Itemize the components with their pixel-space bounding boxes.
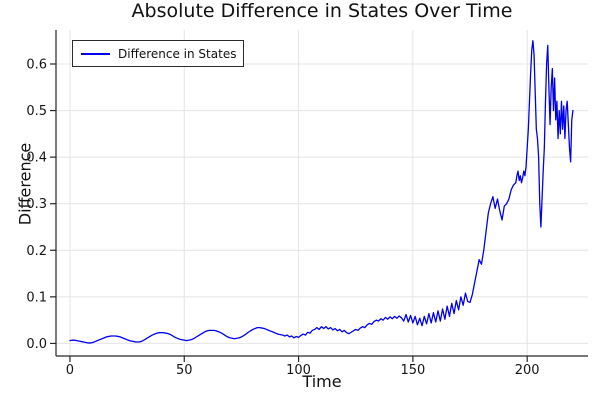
y-tick-label-0.5: 0.5 — [26, 104, 47, 119]
x-tick-label-100: 100 — [286, 363, 311, 378]
x-tick-label-200: 200 — [515, 363, 540, 378]
y-tick-label-0.4: 0.4 — [26, 151, 47, 166]
y-tick-label-0.3: 0.3 — [26, 197, 47, 212]
legend-line-sample — [81, 52, 110, 55]
x-tick-label-0: 0 — [66, 363, 74, 378]
y-tick-label-0.1: 0.1 — [26, 290, 47, 305]
chart-title: Absolute Difference in States Over Time — [131, 0, 513, 22]
y-tick-label-0.0: 0.0 — [26, 337, 47, 352]
y-tick-label-0.6: 0.6 — [26, 57, 47, 72]
legend-entry-label: Difference in States — [118, 46, 237, 61]
x-tick-label-150: 150 — [400, 363, 425, 378]
series-line-difference-in-states — [69, 40, 574, 344]
x-tick-label-50: 50 — [176, 363, 193, 378]
y-axis-label: Difference — [15, 142, 35, 226]
y-tick-label-0.2: 0.2 — [26, 244, 47, 259]
x-axis-label: Time — [302, 372, 342, 391]
legend-box: Difference in States — [72, 40, 244, 67]
